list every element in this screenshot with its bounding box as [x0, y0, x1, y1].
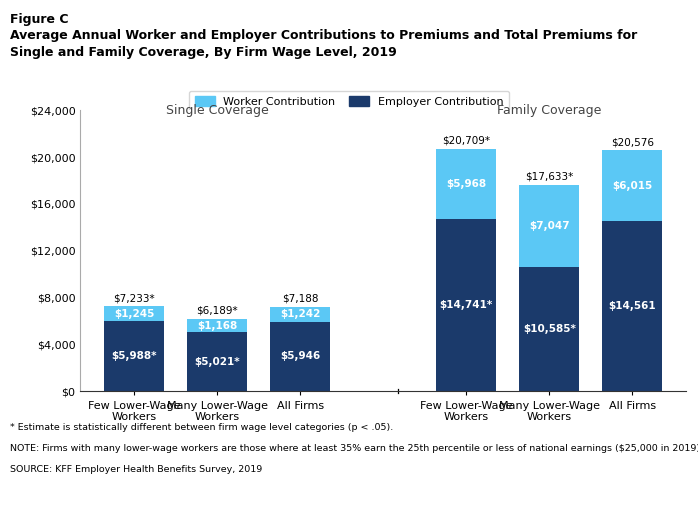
- Bar: [519, 267, 579, 391]
- Text: $7,188: $7,188: [282, 293, 318, 304]
- Bar: [104, 307, 164, 321]
- Text: Figure C: Figure C: [10, 13, 69, 26]
- Text: $1,168: $1,168: [197, 321, 237, 331]
- Text: $17,633*: $17,633*: [525, 172, 573, 182]
- Bar: [602, 150, 662, 220]
- Text: $5,988*: $5,988*: [112, 351, 157, 361]
- Bar: [602, 220, 662, 391]
- Text: * Estimate is statistically different between firm wage level categories (p < .0: * Estimate is statistically different be…: [10, 423, 394, 432]
- Text: $1,245: $1,245: [114, 309, 154, 319]
- Text: $6,189*: $6,189*: [196, 306, 238, 316]
- Text: $14,741*: $14,741*: [440, 300, 493, 310]
- Bar: [436, 218, 496, 391]
- Text: $1,242: $1,242: [280, 309, 320, 319]
- Text: Average Annual Worker and Employer Contributions to Premiums and Total Premiums : Average Annual Worker and Employer Contr…: [10, 29, 638, 59]
- Bar: [270, 307, 330, 321]
- Text: Single Coverage: Single Coverage: [166, 104, 269, 117]
- Bar: [187, 319, 247, 332]
- Text: $7,233*: $7,233*: [113, 293, 155, 303]
- Text: NOTE: Firms with many lower-wage workers are those where at least 35% earn the 2: NOTE: Firms with many lower-wage workers…: [10, 444, 698, 453]
- Text: $5,021*: $5,021*: [195, 357, 240, 367]
- Text: SOURCE: KFF Employer Health Benefits Survey, 2019: SOURCE: KFF Employer Health Benefits Sur…: [10, 465, 262, 474]
- Bar: [436, 149, 496, 218]
- Legend: Worker Contribution, Employer Contribution: Worker Contribution, Employer Contributi…: [189, 91, 509, 112]
- Text: Family Coverage: Family Coverage: [497, 104, 602, 117]
- Bar: [519, 185, 579, 267]
- Text: $14,561: $14,561: [609, 301, 656, 311]
- Text: $5,968: $5,968: [446, 178, 487, 188]
- Text: $10,585*: $10,585*: [523, 324, 576, 334]
- Text: $5,946: $5,946: [280, 351, 320, 361]
- Bar: [104, 321, 164, 391]
- Bar: [270, 321, 330, 391]
- Text: $6,015: $6,015: [612, 181, 653, 191]
- Bar: [187, 332, 247, 391]
- Text: $20,709*: $20,709*: [443, 135, 490, 145]
- Text: $7,047: $7,047: [529, 221, 570, 231]
- Text: $20,576: $20,576: [611, 137, 654, 147]
